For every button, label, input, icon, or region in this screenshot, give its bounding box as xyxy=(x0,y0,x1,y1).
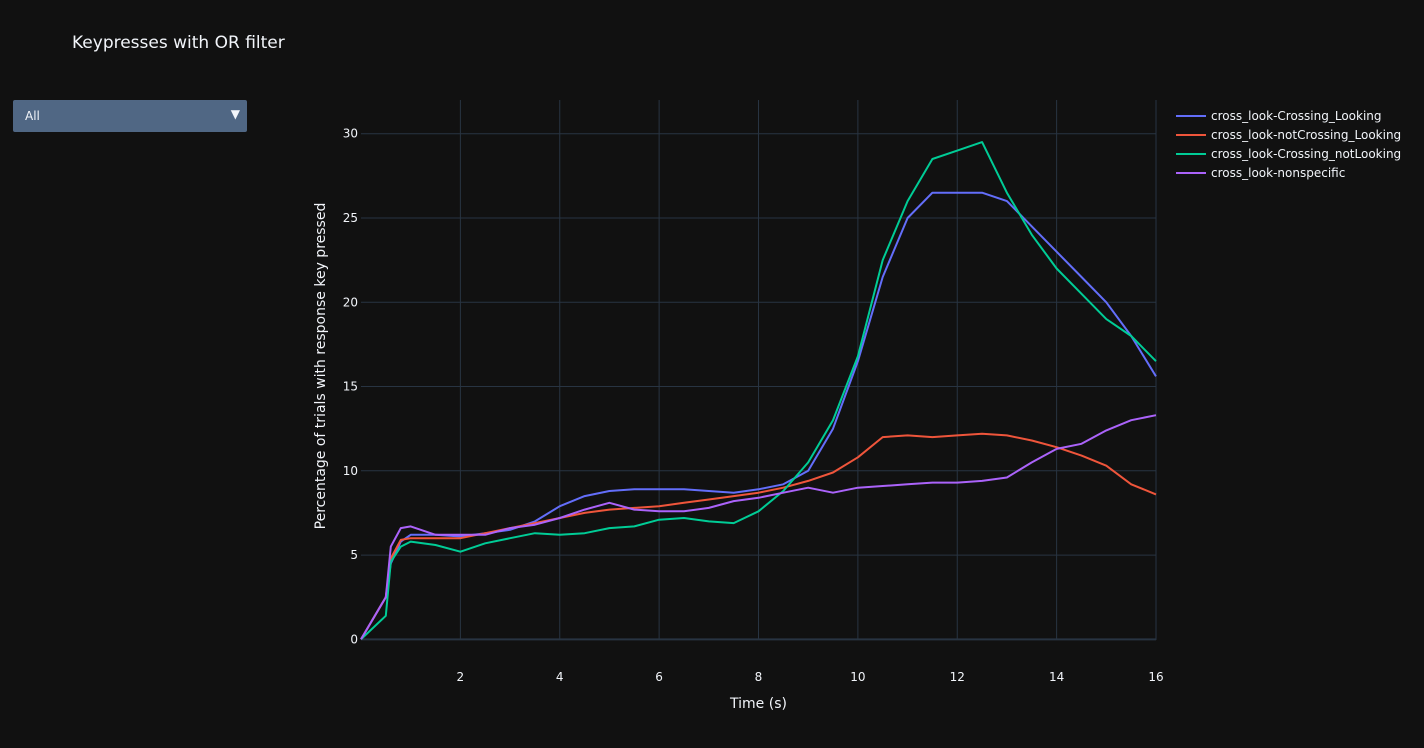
grid-lines xyxy=(361,100,1157,641)
y-axis-title: Percentage of trials with response key p… xyxy=(313,203,329,530)
dropdown-selected-value: All xyxy=(25,109,40,123)
x-axis-title: Time (s) xyxy=(729,696,787,712)
x-tick-label: 14 xyxy=(1049,670,1064,684)
x-tick-label: 6 xyxy=(655,670,663,684)
legend-swatch xyxy=(1176,114,1206,117)
x-tick-label: 16 xyxy=(1148,670,1163,684)
legend-item[interactable]: cross_look-Crossing_notLooking xyxy=(1176,144,1401,163)
x-tick-label: 8 xyxy=(755,670,763,684)
chevron-down-icon: ▼ xyxy=(230,107,240,121)
y-tick-label: 15 xyxy=(343,380,358,394)
tick-labels: 0 5 10 15 20 25 30 2 4 6 8 10 12 14 16 xyxy=(343,127,1164,684)
legend-swatch xyxy=(1176,133,1206,136)
y-tick-label: 10 xyxy=(343,464,358,478)
series-lines xyxy=(360,141,1157,641)
legend-label: cross_look-Crossing_notLooking xyxy=(1211,146,1402,161)
legend-item[interactable]: cross_look-notCrossing_Looking xyxy=(1176,125,1401,144)
series-line-cross_look-notCrossing_Looking xyxy=(360,432,1157,640)
filter-dropdown[interactable]: All ▼ xyxy=(13,100,247,132)
chart-title: Keypresses with OR filter xyxy=(72,33,285,53)
legend-label: cross_look-nonspecific xyxy=(1211,165,1346,180)
y-tick-label: 20 xyxy=(343,295,358,309)
y-tick-label: 25 xyxy=(343,211,358,225)
legend-item[interactable]: cross_look-Crossing_Looking xyxy=(1176,106,1401,125)
legend-swatch xyxy=(1176,152,1206,155)
x-tick-label: 2 xyxy=(457,670,465,684)
chart-legend: cross_look-Crossing_Looking cross_look-no… xyxy=(1176,106,1401,182)
legend-label: cross_look-Crossing_Looking xyxy=(1211,108,1382,123)
x-tick-label: 12 xyxy=(950,670,965,684)
x-tick-label: 10 xyxy=(850,670,865,684)
series-line-cross_look-Crossing_Looking xyxy=(360,191,1157,640)
legend-label: cross_look-notCrossing_Looking xyxy=(1211,127,1402,142)
y-tick-label: 30 xyxy=(343,127,358,141)
series-line-cross_look-nonspecific xyxy=(360,414,1157,640)
legend-item[interactable]: cross_look-nonspecific xyxy=(1176,163,1401,182)
legend-swatch xyxy=(1176,171,1206,174)
series-line-cross_look-Crossing_notLooking xyxy=(360,141,1157,641)
y-tick-label: 0 xyxy=(350,632,358,646)
x-tick-label: 4 xyxy=(556,670,564,684)
y-tick-label: 5 xyxy=(350,548,358,562)
